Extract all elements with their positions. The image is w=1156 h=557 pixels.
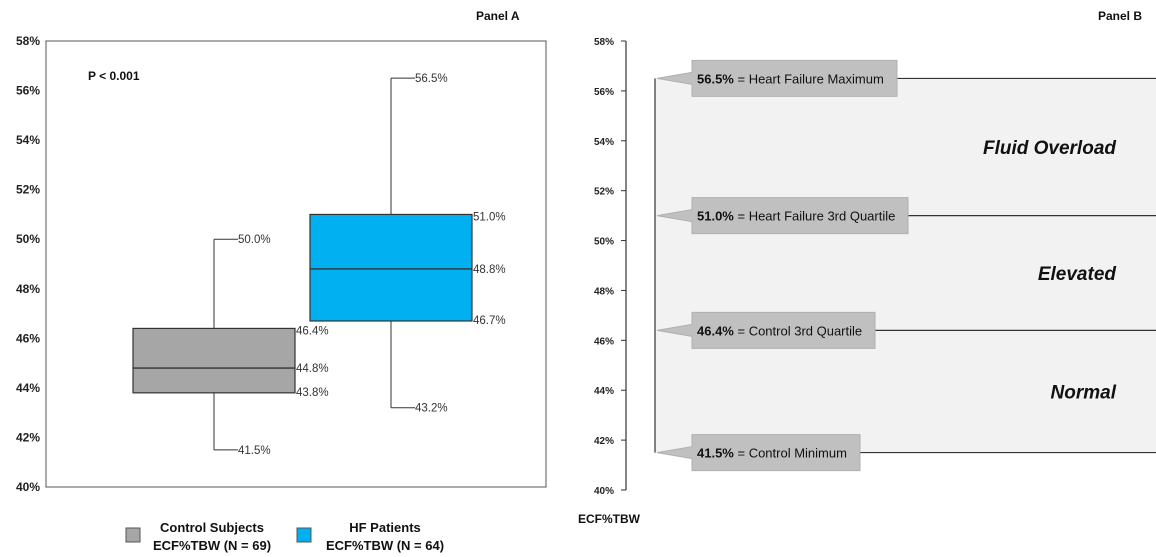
legend-label-control: Control Subjects — [160, 520, 264, 535]
panel-b-y-axis-title: ECF%TBW — [578, 512, 641, 526]
max-label: 50.0% — [238, 234, 271, 246]
panel-b-y-tick-label: 58% — [594, 37, 614, 48]
q1-label: 46.7% — [473, 315, 506, 327]
threshold-callout-arrow — [656, 434, 861, 472]
box-plots: 50.0% 41.5% 46.4% 44.8% 43.8% 56.5% 43.2% 51.0%… — [132, 73, 506, 457]
box-plot-control: 50.0% 41.5% 46.4% 44.8% 43.8% — [132, 234, 329, 457]
legend-swatch-control — [125, 527, 141, 543]
legend-label-hf-line2: ECF%TBW (N = 64) — [326, 538, 444, 553]
legend: Control Subjects ECF%TBW (N = 69) HF Pat… — [125, 520, 444, 553]
p-value-annotation: P < 0.001 — [88, 69, 140, 83]
min-label: 41.5% — [238, 445, 271, 457]
legend-label-control-line2: ECF%TBW (N = 69) — [153, 538, 271, 553]
zone-label: Elevated — [1038, 264, 1117, 285]
panel-b-y-tick-label: 46% — [594, 336, 614, 347]
panel-b-y-tick-label: 42% — [594, 436, 614, 447]
panel-a-y-tick-label: 42% — [16, 430, 40, 444]
panel-a-y-tick-label: 54% — [16, 133, 40, 147]
legend-swatch-hf — [296, 527, 312, 543]
panel-a-y-tick-label: 46% — [16, 331, 40, 345]
threshold-label: 41.5% = Control Minimum — [697, 446, 847, 461]
panel-b-y-ticks: 40% 42% 44% 46% 48% 50% 52% 54% 56% 58% — [594, 37, 626, 497]
iqr-box — [309, 213, 473, 322]
legend-label-hf: HF Patients — [349, 520, 421, 535]
panel-b-y-tick-label: 56% — [594, 87, 614, 98]
median-label: 44.8% — [296, 363, 329, 375]
threshold-2: 51.0% = Heart Failure 3rd Quartile — [656, 197, 1156, 235]
q1-label: 43.8% — [296, 387, 329, 399]
panel-a-y-tick-label: 50% — [16, 232, 40, 246]
panel-a-label: Panel A — [476, 9, 520, 23]
panel-b-y-tick-label: 44% — [594, 386, 614, 397]
panel-b-y-tick-label: 54% — [594, 137, 614, 148]
range-shading — [655, 78, 1156, 453]
threshold-callout-arrow — [656, 59, 898, 97]
panel-a-y-tick-label: 52% — [16, 183, 40, 197]
panel-a-y-tick-label: 58% — [16, 34, 40, 48]
threshold-markers: 56.5% = Heart Failure Maximum 51.0% = Hea… — [656, 59, 1156, 472]
threshold-label: 56.5% = Heart Failure Maximum — [697, 71, 884, 86]
max-label: 56.5% — [415, 73, 448, 85]
threshold-3: 46.4% = Control 3rd Quartile — [656, 311, 1156, 349]
range-region — [654, 78, 1156, 453]
threshold-1: 56.5% = Heart Failure Maximum — [656, 59, 1156, 97]
threshold-4: 41.5% = Control Minimum — [656, 434, 1156, 472]
box-plot-hf: 56.5% 43.2% 51.0% 48.8% 46.7% — [309, 73, 506, 415]
q3-label: 51.0% — [473, 211, 506, 223]
threshold-label: 51.0% = Heart Failure 3rd Quartile — [697, 209, 895, 224]
panel-a-y-tick-label: 44% — [16, 381, 40, 395]
panel-b-y-tick-label: 40% — [594, 486, 614, 497]
panel-a: Panel A P < 0.001 40% 42% 44% 46% 48% 50% 52% 5… — [16, 9, 547, 553]
iqr-box — [132, 327, 296, 394]
panel-a-y-ticks: 40% 42% 44% 46% 48% 50% 52% 54% 56% 58% — [16, 34, 40, 494]
panel-a-y-tick-label: 48% — [16, 282, 40, 296]
panel-b: Panel B ECF%TBW 40% 42% 44% 46% 48% 50% 52% 54%… — [578, 9, 1156, 526]
threshold-callout-arrow — [656, 197, 909, 235]
panel-a-y-tick-label: 40% — [16, 480, 40, 494]
panel-b-label: Panel B — [1098, 9, 1142, 23]
zone-label: Fluid Overload — [983, 138, 1116, 159]
zone-label: Normal — [1051, 382, 1117, 403]
panel-a-plot-frame — [45, 40, 547, 488]
median-label: 48.8% — [473, 264, 506, 276]
panel-b-y-tick-label: 52% — [594, 187, 614, 198]
threshold-label: 46.4% = Control 3rd Quartile — [697, 323, 862, 338]
panel-b-y-tick-label: 50% — [594, 237, 614, 248]
min-label: 43.2% — [415, 403, 448, 415]
threshold-callout-arrow — [656, 311, 876, 349]
q3-label: 46.4% — [296, 325, 329, 337]
zone-labels: Fluid Overload Elevated Normal — [983, 138, 1117, 403]
panel-a-y-tick-label: 56% — [16, 84, 40, 98]
panel-b-y-tick-label: 48% — [594, 286, 614, 297]
